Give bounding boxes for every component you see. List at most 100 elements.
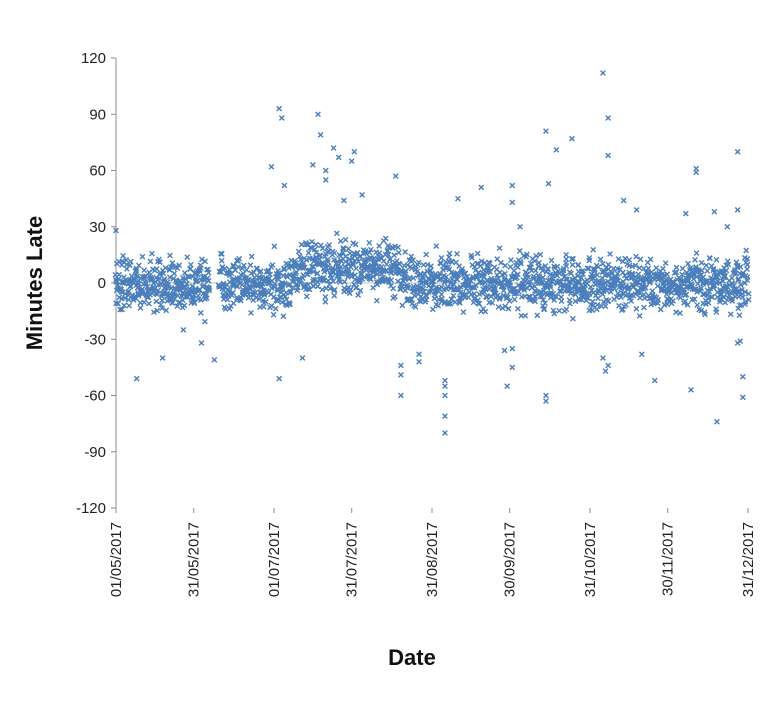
data-point (508, 257, 514, 263)
data-point (623, 301, 629, 308)
data-point (408, 253, 415, 260)
data-point (522, 312, 529, 319)
data-point (435, 302, 442, 309)
data-point (521, 287, 528, 293)
data-point (633, 206, 640, 213)
x-tick-label: 30/11/2017 (660, 522, 677, 596)
data-point (511, 285, 518, 292)
data-point (585, 295, 591, 302)
data-point (187, 266, 194, 272)
data-point (115, 276, 122, 282)
data-point (248, 309, 254, 316)
x-tick-label: 31/08/2017 (424, 522, 441, 597)
data-point (270, 311, 277, 318)
data-point (115, 300, 121, 307)
data-point (249, 284, 256, 291)
data-point (253, 294, 260, 301)
data-point (404, 284, 411, 291)
data-point (594, 272, 601, 278)
data-point (558, 294, 565, 301)
data-point (373, 279, 380, 285)
data-point (709, 276, 716, 282)
data-point (396, 261, 403, 268)
data-point (386, 256, 393, 263)
data-point (628, 298, 635, 304)
data-point (137, 305, 144, 311)
data-point (274, 287, 281, 294)
data-point (507, 279, 514, 286)
data-point (745, 296, 752, 303)
data-point (139, 253, 146, 260)
data-point (333, 230, 340, 237)
data-point (489, 277, 495, 284)
data-point (348, 158, 355, 165)
data-point (181, 302, 188, 309)
data-point (269, 262, 276, 268)
data-point (603, 287, 610, 294)
data-point (366, 239, 373, 246)
data-point (722, 273, 728, 279)
data-point (482, 308, 489, 315)
data-point (216, 268, 223, 275)
data-point (595, 263, 602, 270)
data-point (469, 284, 476, 291)
data-point (340, 245, 347, 251)
data-point (683, 291, 690, 298)
data-point (626, 256, 633, 263)
data-point (679, 271, 685, 278)
data-point (331, 292, 338, 299)
data-point (501, 347, 508, 354)
data-point (279, 299, 285, 306)
data-point (406, 276, 413, 282)
data-point (341, 263, 348, 270)
data-point (506, 298, 513, 304)
data-point (154, 291, 161, 298)
data-point (540, 274, 546, 281)
data-point (123, 257, 130, 263)
data-point (224, 296, 231, 303)
data-point (319, 286, 326, 293)
data-point (217, 250, 224, 257)
data-point (744, 277, 751, 283)
data-point (642, 284, 649, 291)
data-point (287, 301, 293, 308)
data-point (317, 131, 324, 138)
data-point (442, 392, 448, 399)
data-point (497, 294, 503, 301)
data-point (324, 244, 331, 250)
data-point (624, 291, 631, 297)
y-tick-label: -30 (84, 331, 106, 348)
data-point (162, 264, 169, 271)
data-point (532, 267, 539, 274)
data-point (502, 303, 509, 310)
data-point (618, 286, 625, 292)
data-point (575, 261, 582, 268)
data-point (230, 263, 237, 270)
data-point (309, 263, 315, 270)
data-point (252, 289, 259, 296)
data-point (402, 249, 409, 255)
data-point (590, 246, 597, 253)
data-point (395, 244, 401, 251)
data-point (327, 285, 334, 292)
data-point (421, 270, 428, 277)
data-point (556, 307, 563, 314)
data-point (281, 182, 288, 189)
data-point (632, 262, 639, 269)
data-point (636, 265, 643, 271)
data-point (509, 182, 516, 189)
data-point (203, 295, 210, 302)
data-point (276, 105, 283, 112)
data-point (414, 261, 421, 268)
data-point (442, 430, 448, 436)
data-point (398, 392, 404, 399)
data-point (531, 283, 538, 290)
data-point (548, 257, 555, 264)
data-point (429, 306, 436, 313)
data-point (299, 275, 306, 282)
data-point (681, 300, 687, 306)
data-point (299, 355, 306, 361)
data-point (496, 245, 503, 252)
data-point (195, 271, 201, 278)
data-point (450, 292, 457, 299)
